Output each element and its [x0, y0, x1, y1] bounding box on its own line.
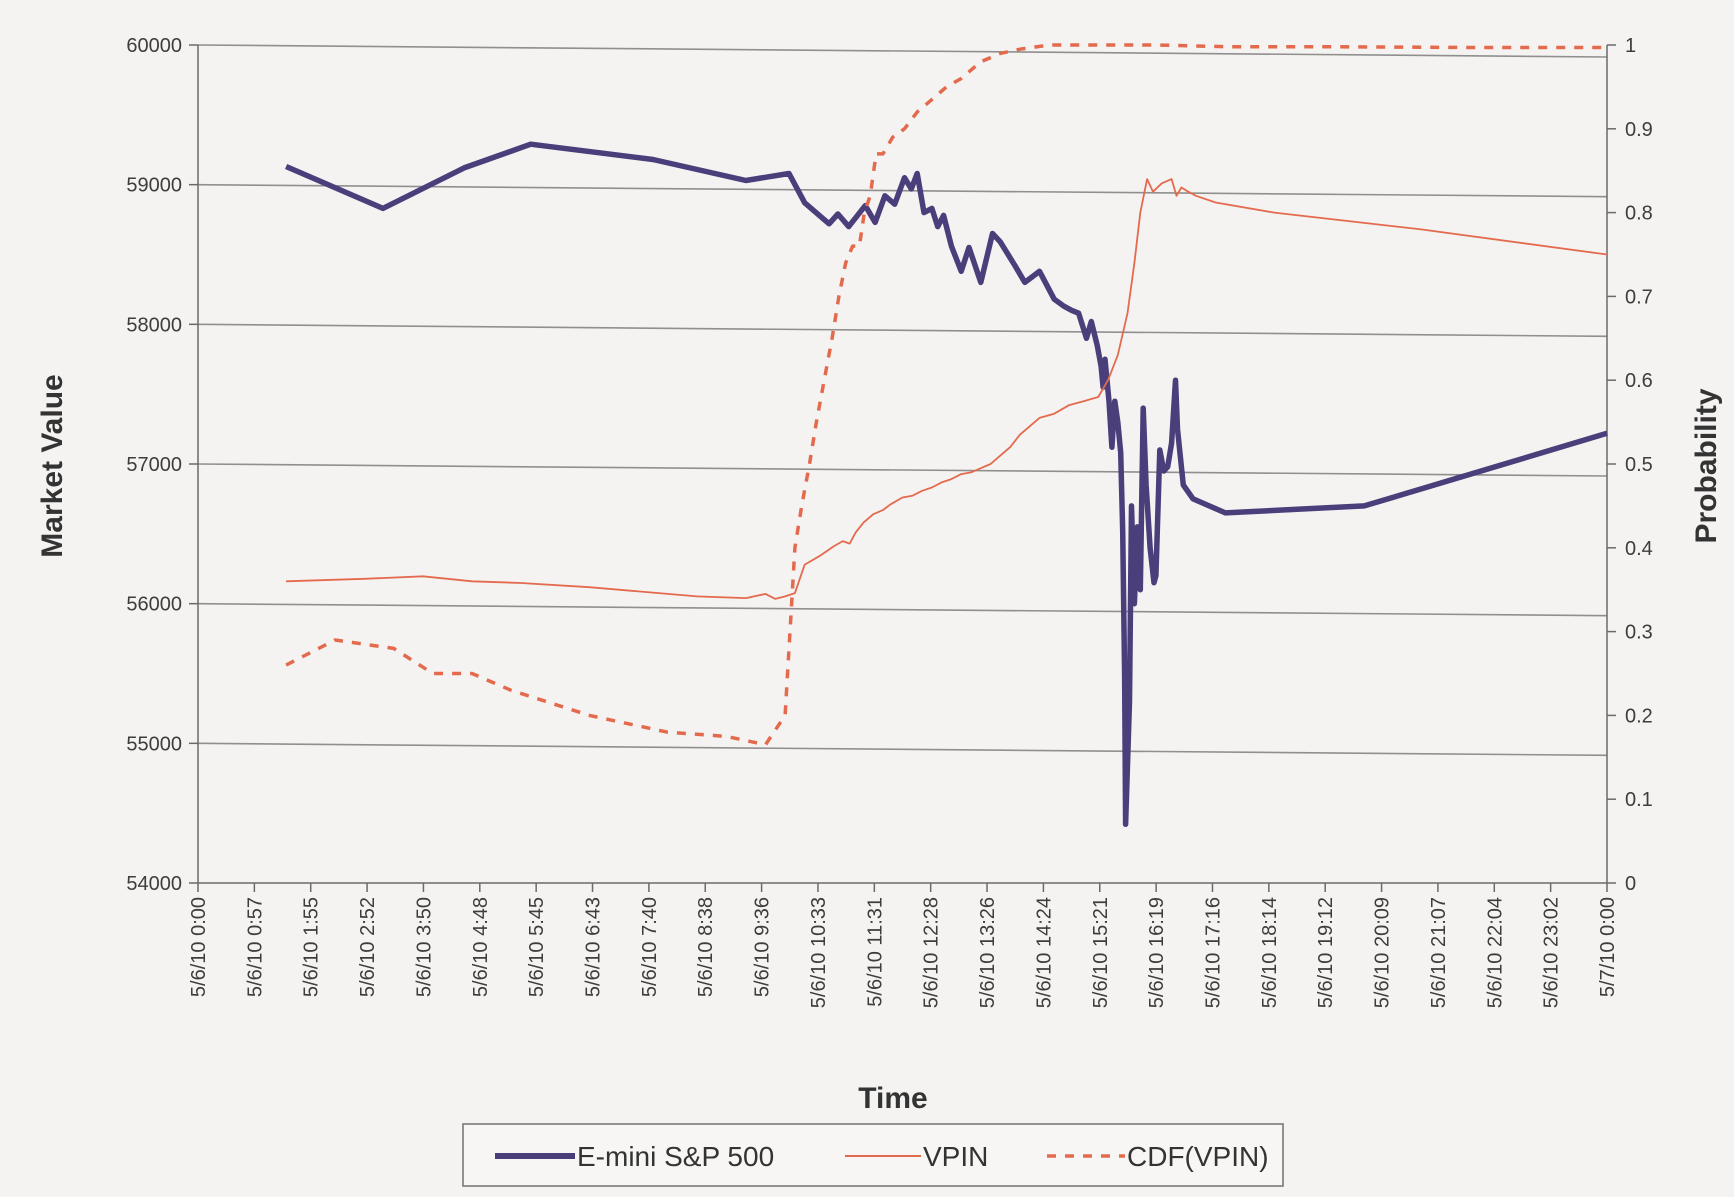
gridline-60000 [197, 44, 1608, 58]
x-tick-label: 5/6/10 12:28 [921, 897, 943, 1008]
legend-label-vpin: VPIN [923, 1141, 988, 1172]
x-tick-label: 5/6/10 7:40 [639, 897, 661, 997]
x-tick-label: 5/6/10 18:14 [1259, 897, 1281, 1008]
x-tick-label: 5/6/10 21:07 [1428, 897, 1450, 1008]
x-tick-label: 5/6/10 4:48 [470, 897, 492, 997]
y2-tick-label: 0.6 [1625, 370, 1653, 392]
series-line-1 [286, 178, 1608, 600]
x-tick-label: 5/6/10 0:57 [244, 897, 266, 997]
gridline-55000 [197, 742, 1608, 757]
x-tick-label: 5/6/10 5:45 [526, 897, 548, 997]
legend: E-mini S&P 500 VPIN CDF(VPIN) [462, 1123, 1284, 1187]
y-tick-label: 56000 [126, 594, 182, 616]
x-tick-label: 5/6/10 3:50 [413, 897, 435, 997]
x-tick-label: 5/6/10 19:12 [1315, 897, 1337, 1008]
x-tick-label: 5/6/10 1:55 [301, 897, 323, 997]
series-line-2 [285, 43, 1607, 747]
y2-tick-label: 0.4 [1625, 538, 1653, 560]
y-tick-label: 60000 [126, 35, 182, 57]
x-tick-label: 5/6/10 17:16 [1202, 897, 1224, 1008]
x-tick-label: 5/6/10 0:00 [188, 897, 210, 997]
y2-axis-title: Probability [1690, 388, 1723, 543]
series-lines [285, 43, 1608, 828]
series-line-0 [285, 141, 1608, 828]
y2-tick-label: 0.2 [1625, 705, 1653, 727]
x-tick-label: 5/6/10 13:26 [977, 897, 999, 1008]
x-tick-label: 5/6/10 6:43 [583, 897, 605, 997]
y-tick-labels: 54000 55000 56000 57000 58000 59000 60000 [126, 35, 182, 895]
x-tick-label: 5/6/10 23:02 [1541, 897, 1563, 1008]
x-tick-label: 5/6/10 20:09 [1372, 897, 1394, 1008]
x-tick-label: 5/6/10 16:19 [1146, 897, 1168, 1008]
x-axis-title: Time [858, 1082, 927, 1115]
y2-tick-label: 1 [1625, 35, 1636, 57]
y2-tick-label: 0.8 [1625, 203, 1653, 225]
gridline-57000 [197, 463, 1608, 477]
y-tick-label: 55000 [126, 733, 182, 755]
y2-tick-label: 0.7 [1625, 286, 1653, 308]
x-tick-label: 5/6/10 11:31 [864, 897, 886, 1007]
y-tick-label: 54000 [126, 873, 182, 895]
x-tick-label: 5/6/10 8:38 [695, 897, 717, 997]
y2-tick-label: 0 [1625, 873, 1636, 895]
y2-tick-label: 0.3 [1625, 622, 1653, 644]
x-tick-labels: 5/6/10 0:00 5/6/10 0:57 5/6/10 1:55 5/6/10 … [188, 897, 1619, 1008]
x-tick-label: 5/6/10 15:21 [1090, 897, 1112, 1008]
legend-label-emini: E-mini S&P 500 [577, 1141, 774, 1172]
x-tick-label: 5/7/10 0:00 [1597, 897, 1619, 997]
gridline-56000 [197, 602, 1608, 617]
gridline-58000 [197, 323, 1608, 338]
y-tick-label: 59000 [126, 175, 182, 197]
axes [189, 44, 1616, 892]
y2-tick-label: 0.9 [1625, 119, 1653, 141]
y2-tick-label: 0.1 [1625, 789, 1653, 811]
y2-tick-label: 0.5 [1625, 454, 1653, 476]
x-tick-label: 5/6/10 22:04 [1484, 897, 1506, 1008]
y-tick-label: 58000 [126, 314, 182, 336]
x-tick-label: 5/6/10 2:52 [357, 897, 379, 997]
x-tick-label: 5/6/10 14:24 [1033, 897, 1055, 1008]
y2-tick-labels: 0 0.1 0.2 0.3 0.4 0.5 0.6 0.7 0.8 0.9 1 [1625, 35, 1653, 895]
x-tick-label: 5/6/10 10:33 [808, 897, 830, 1008]
x-tick-label: 5/6/10 9:36 [752, 897, 774, 997]
y-tick-label: 57000 [126, 454, 182, 476]
y-axis-title: Market Value [36, 374, 69, 557]
legend-label-cdf: CDF(VPIN) [1127, 1141, 1269, 1172]
